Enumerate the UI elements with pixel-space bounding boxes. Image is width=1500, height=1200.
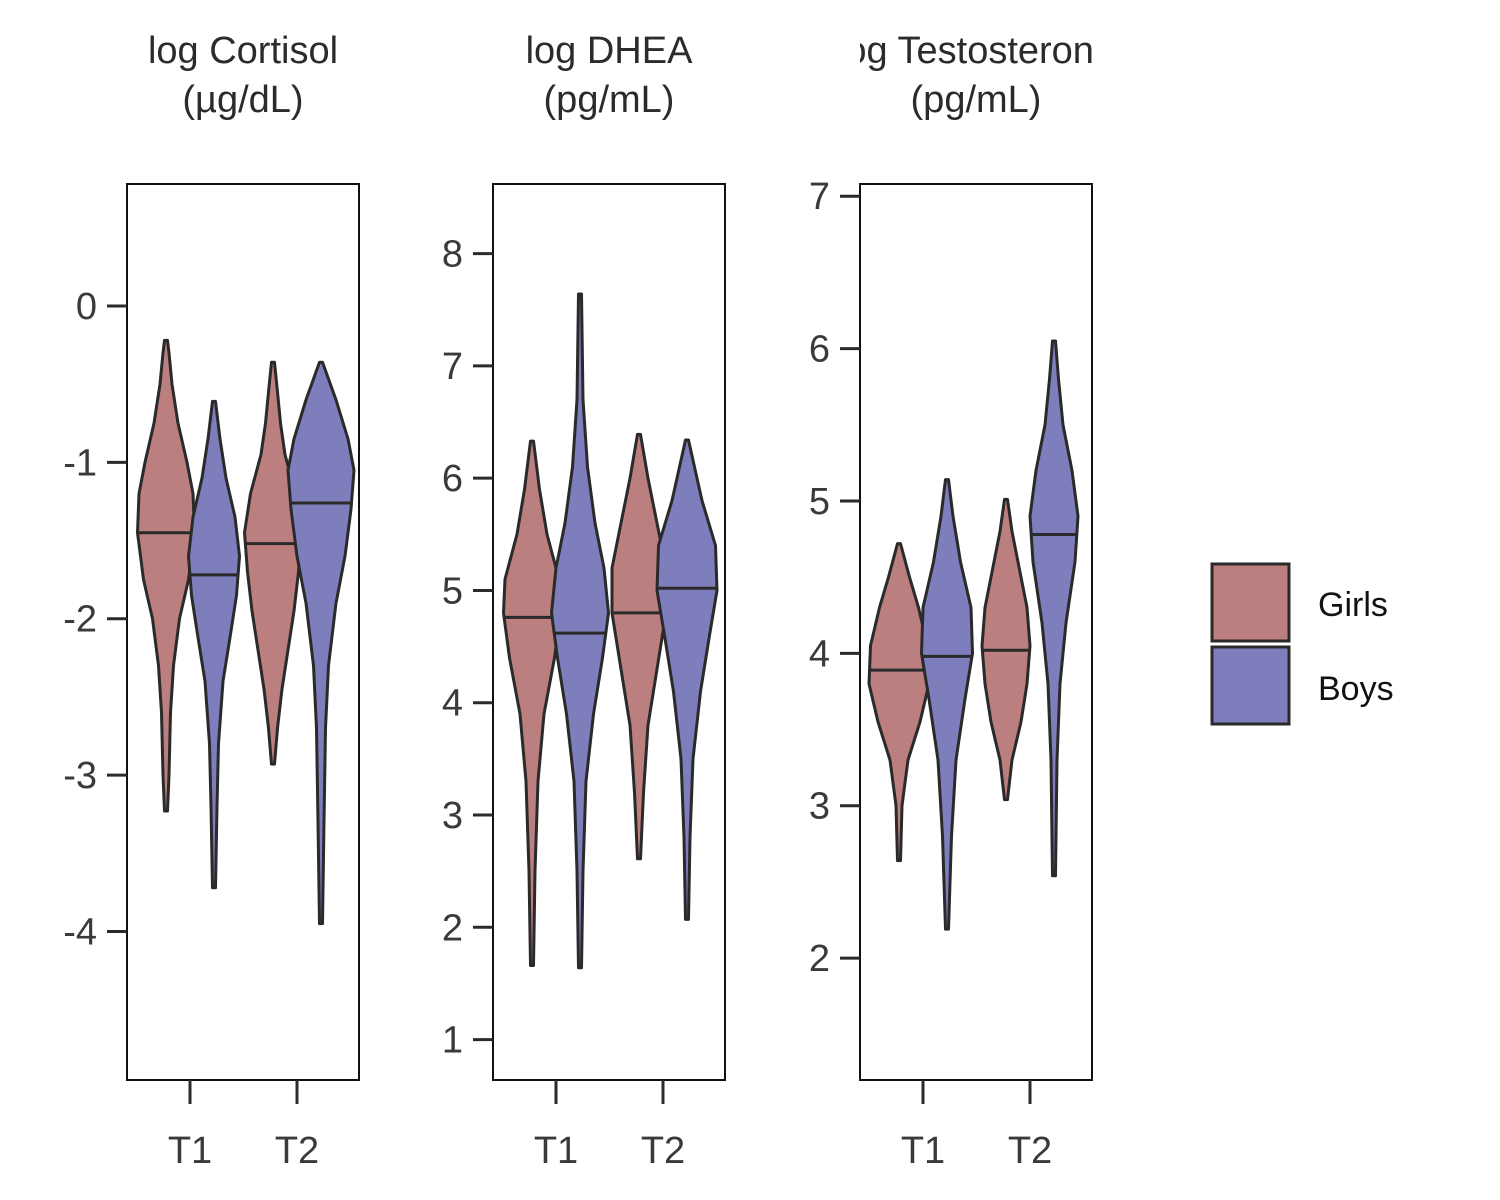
panel-title: log DHEA — [526, 30, 693, 72]
violin-boys-t1 — [920, 478, 974, 931]
violin-boys-t1 — [187, 399, 241, 890]
axis-layer: 0 -1 -2 -3 -4 T1 T2 — [63, 286, 319, 1172]
y-tick-label: -1 — [63, 442, 97, 484]
x-tick-label: T2 — [641, 1130, 685, 1172]
legend-swatch-girls — [1210, 562, 1291, 643]
axis-layer: 8 7 6 5 4 3 2 1 T1 T2 — [442, 234, 685, 1172]
y-tick-label: 3 — [809, 786, 830, 828]
legend-item-boys: Boys — [1210, 645, 1394, 726]
x-tick-label: T2 — [275, 1130, 319, 1172]
y-tick-label: 7 — [809, 176, 830, 218]
panel-title: log Cortisol — [148, 30, 338, 72]
violin-boys-t1 — [550, 292, 610, 970]
violin-boys-t2 — [655, 438, 719, 921]
violin-girls-t2 — [610, 432, 668, 861]
violin-girls-t1 — [867, 542, 931, 863]
violin-boys-t2 — [286, 360, 356, 926]
legend-item-girls: Girls — [1210, 562, 1388, 643]
y-tick-label: 2 — [809, 938, 830, 980]
y-tick-label: -3 — [63, 755, 97, 797]
plot-frame — [859, 183, 1093, 1081]
legend-label-boys: Boys — [1318, 670, 1394, 708]
y-tick-label: 5 — [442, 570, 463, 612]
legend-swatch-boys — [1210, 645, 1291, 726]
panel-unit: (µg/dL) — [182, 79, 303, 121]
panel-unit: (pg/mL) — [911, 79, 1042, 121]
violin-girls-t2 — [243, 360, 303, 766]
panel-dhea: log DHEA (pg/mL) 8 7 6 5 4 3 2 1 T1 T2 — [442, 30, 726, 1172]
y-tick-label: 8 — [442, 234, 463, 276]
y-tick-label: 5 — [809, 481, 830, 523]
legend: Girls Boys — [1210, 562, 1394, 726]
y-tick-label: -2 — [63, 599, 97, 641]
y-tick-label: 6 — [442, 458, 463, 500]
violin-layer — [136, 338, 356, 926]
y-tick-label: 6 — [809, 329, 830, 371]
y-tick-label: 3 — [442, 795, 463, 837]
x-tick-label: T1 — [534, 1130, 578, 1172]
plot-frame — [492, 183, 726, 1081]
violin-girls-t1 — [136, 338, 196, 813]
violin-girls-t1 — [502, 439, 562, 967]
panel-unit: (pg/mL) — [544, 79, 675, 121]
panel-testosterone: log Testosterone (pg/mL) 7 6 5 4 3 2 T1 T2 — [809, 30, 1115, 1172]
axis-layer: 7 6 5 4 3 2 T1 T2 — [809, 176, 1052, 1172]
y-tick-label: 7 — [442, 346, 463, 388]
violin-layer — [867, 339, 1080, 931]
y-tick-label: 2 — [442, 907, 463, 949]
plot-frame — [126, 183, 360, 1081]
x-tick-label: T1 — [901, 1130, 945, 1172]
panel-cortisol: log Cortisol (µg/dL) 0 -1 -2 -3 -4 T1 T2 — [63, 30, 360, 1172]
x-tick-label: T2 — [1008, 1130, 1052, 1172]
y-tick-label: -4 — [63, 911, 97, 953]
y-tick-label: 4 — [442, 683, 463, 725]
x-tick-label: T1 — [168, 1130, 212, 1172]
y-tick-label: 0 — [76, 286, 97, 328]
legend-label-girls: Girls — [1318, 586, 1388, 624]
y-tick-label: 1 — [442, 1020, 463, 1062]
violin-boys-t2 — [1028, 339, 1080, 878]
panel-title: log Testosterone — [837, 30, 1115, 72]
violin-layer — [502, 292, 719, 970]
y-tick-label: 4 — [809, 633, 830, 675]
